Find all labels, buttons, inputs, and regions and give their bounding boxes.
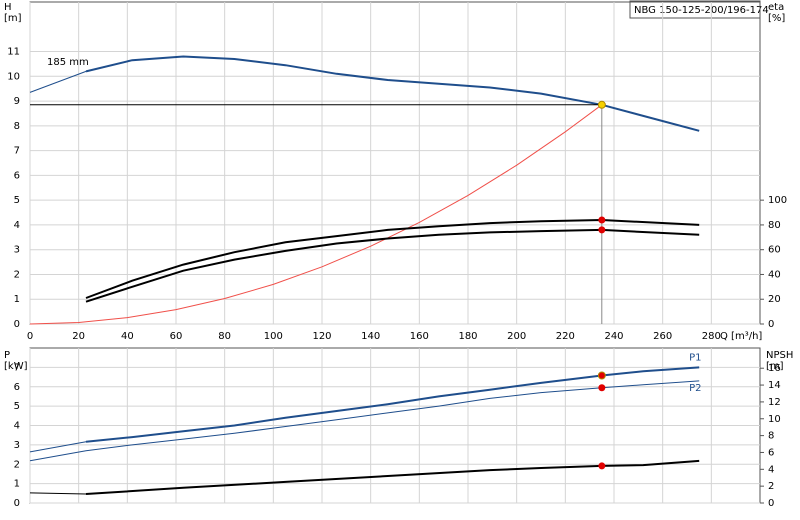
y-tick-label: 0	[14, 498, 20, 509]
x-tick-label: 160	[410, 331, 429, 342]
curve	[85, 459, 700, 495]
y-tick-label: 5	[14, 195, 20, 206]
y2-tick-label: 2	[768, 481, 774, 492]
y-label: P	[4, 350, 10, 361]
point	[598, 384, 606, 392]
curve	[29, 104, 603, 325]
y-label: H	[4, 2, 12, 13]
y-tick-label: 6	[14, 382, 20, 393]
plot-frame	[29, 1, 761, 325]
x-tick-label: 20	[72, 331, 85, 342]
y-tick-label: 6	[14, 170, 20, 181]
x-tick-label: 220	[556, 331, 575, 342]
y-tick-label: 3	[14, 440, 20, 451]
y2-tick-label: 0	[768, 319, 774, 330]
curve	[29, 70, 87, 93]
y2-tick-label: 10	[768, 414, 781, 425]
curve	[29, 380, 700, 462]
y-tick-label: 4	[14, 421, 20, 432]
x-tick-label: 260	[653, 331, 672, 342]
y-tick-label: 8	[14, 121, 20, 132]
x-tick-label: 40	[121, 331, 134, 342]
y-tick-label: 1	[14, 479, 20, 490]
curve	[29, 441, 87, 453]
curve	[85, 218, 700, 299]
y-unit: [m]	[4, 13, 22, 24]
x-label: Q [m³/h]	[720, 331, 762, 342]
curve	[85, 55, 700, 132]
x-tick-label: 240	[604, 331, 623, 342]
point	[597, 100, 606, 109]
y-tick-label: 2	[14, 269, 20, 280]
x-tick-label: 280	[702, 331, 721, 342]
y2-unit: [m]	[766, 361, 784, 372]
y-tick-label: 4	[14, 220, 20, 231]
series-label: P1	[689, 352, 701, 363]
series-label: P2	[689, 383, 701, 394]
y-tick-label: 0	[14, 319, 20, 330]
x-tick-label: 200	[507, 331, 526, 342]
y-unit: [kW]	[4, 361, 28, 372]
y-tick-label: 1	[14, 294, 20, 305]
curve	[29, 492, 87, 495]
x-tick-label: 80	[218, 331, 231, 342]
y2-tick-label: 16	[768, 363, 781, 374]
y2-tick-label: 6	[768, 447, 774, 458]
point	[598, 216, 606, 224]
y2-tick-label: 80	[768, 220, 781, 231]
point	[597, 371, 606, 380]
y2-tick-label: 12	[768, 397, 781, 408]
y-tick-label: 5	[14, 401, 20, 412]
chart-title: NBG 150-125-200/196-174	[634, 5, 769, 16]
y-tick-label: 7	[14, 146, 20, 157]
y2-tick-label: 60	[768, 245, 781, 256]
y-tick-label: 7	[14, 362, 20, 373]
x-tick-label: 100	[264, 331, 283, 342]
y2-label: NPSH	[766, 350, 793, 361]
y2-tick-label: 8	[768, 431, 774, 442]
y-tick-label: 10	[7, 71, 20, 82]
y-tick-label: 2	[14, 459, 20, 470]
point	[598, 226, 606, 234]
x-tick-label: 60	[170, 331, 183, 342]
y2-tick-label: 20	[768, 294, 781, 305]
y2-tick-label: 100	[768, 195, 787, 206]
curve	[85, 366, 700, 443]
x-tick-label: 120	[312, 331, 331, 342]
y2-unit: [%]	[768, 13, 785, 24]
y-tick-label: 11	[7, 47, 20, 58]
annotation: 185 mm	[47, 57, 89, 68]
y-tick-label: 3	[14, 245, 20, 256]
y2-label: eta	[768, 2, 784, 13]
y2-tick-label: 4	[768, 464, 774, 475]
curve	[85, 228, 700, 303]
y2-tick-label: 0	[768, 498, 774, 509]
y2-tick-label: 40	[768, 269, 781, 280]
y-tick-label: 9	[14, 96, 20, 107]
y2-tick-label: 14	[768, 380, 781, 391]
x-tick-label: 140	[361, 331, 380, 342]
x-tick-label: 0	[27, 331, 33, 342]
point	[598, 462, 606, 470]
x-tick-label: 180	[458, 331, 477, 342]
